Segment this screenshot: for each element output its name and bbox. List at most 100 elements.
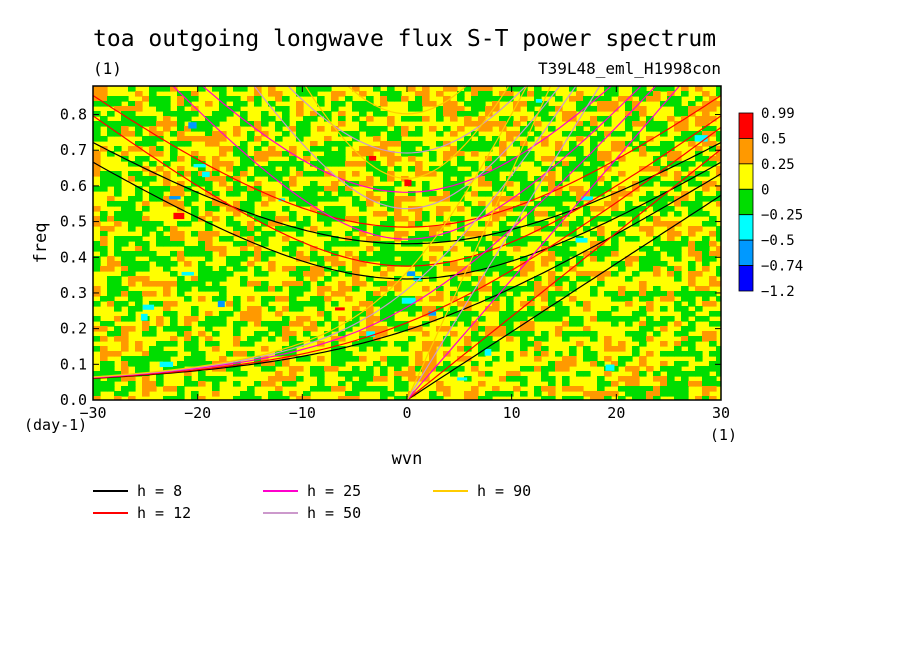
heatmap-cell <box>93 396 101 400</box>
heatmap-cell <box>163 241 171 247</box>
heatmap-cell <box>401 261 409 267</box>
heatmap-cell <box>233 171 241 177</box>
heatmap-cell <box>100 361 108 367</box>
heatmap-cell <box>555 201 563 207</box>
heatmap-cell <box>254 236 262 242</box>
heatmap-cell <box>646 166 654 172</box>
heatmap-cell <box>555 331 563 337</box>
heatmap-cell <box>716 361 721 367</box>
heatmap-cell <box>639 196 647 202</box>
heatmap-cell <box>422 181 430 187</box>
heatmap-cell <box>107 181 115 187</box>
heatmap-cell <box>380 141 388 147</box>
heatmap-cell <box>387 171 395 177</box>
heatmap-cell <box>289 336 297 342</box>
heatmap-cell <box>100 356 108 362</box>
heatmap-cell <box>128 256 136 262</box>
heatmap-cell <box>387 256 395 262</box>
heatmap-cell <box>296 356 304 362</box>
heatmap-cell <box>590 286 598 292</box>
heatmap-cell <box>464 336 472 342</box>
heatmap-cell <box>408 251 416 257</box>
heatmap-cell <box>261 381 269 387</box>
heatmap-cell <box>513 331 521 337</box>
heatmap-cell <box>198 241 206 247</box>
heatmap-cell <box>331 91 339 97</box>
heatmap-cell <box>254 271 262 277</box>
heatmap-cell <box>548 196 556 202</box>
heatmap-cell <box>548 381 556 387</box>
heatmap-cell <box>597 176 605 182</box>
heatmap-cell <box>359 126 367 132</box>
heatmap-cell <box>184 321 192 327</box>
heatmap-cell <box>548 296 556 302</box>
dispersion-curve-h90 <box>93 86 528 378</box>
heatmap-cell <box>177 156 185 162</box>
heatmap-cell <box>380 226 388 232</box>
heatmap-cell <box>541 166 549 172</box>
heatmap-cell <box>233 301 241 307</box>
heatmap-cell <box>366 101 374 107</box>
heatmap-cell <box>310 146 318 152</box>
heatmap-cell <box>646 336 654 342</box>
heatmap-cell <box>660 376 668 382</box>
heatmap-cell <box>709 256 717 262</box>
heatmap-cell <box>646 316 654 322</box>
heatmap-cell <box>590 391 598 397</box>
heatmap-cell <box>107 196 115 202</box>
heatmap-cell <box>597 131 605 137</box>
heatmap-cell <box>457 91 465 97</box>
heatmap-cell <box>646 296 654 302</box>
heatmap-cell <box>107 291 115 297</box>
heatmap-cell <box>156 86 164 92</box>
heatmap-cell <box>317 161 325 167</box>
heatmap-cell <box>478 266 486 272</box>
heatmap-cell <box>156 151 164 157</box>
heatmap-cell <box>128 131 136 137</box>
heatmap-cell <box>492 186 500 192</box>
heatmap-speck <box>428 311 437 316</box>
heatmap-cell <box>261 356 269 362</box>
heatmap-cell <box>373 296 381 302</box>
heatmap-cell <box>338 216 346 222</box>
heatmap-cell <box>499 181 507 187</box>
heatmap-cell <box>352 236 360 242</box>
heatmap-cell <box>478 371 486 377</box>
heatmap-cell <box>121 386 129 392</box>
heatmap-cell <box>121 331 129 337</box>
heatmap-cell <box>660 381 668 387</box>
heatmap-cell <box>198 166 206 172</box>
heatmap-cell <box>345 391 353 397</box>
heatmap-cell <box>226 271 234 277</box>
heatmap-cell <box>324 206 332 212</box>
heatmap-cell <box>366 306 374 312</box>
heatmap-cell <box>247 251 255 257</box>
heatmap-cell <box>415 91 423 97</box>
heatmap-cell <box>247 311 255 317</box>
heatmap-cell <box>282 106 290 112</box>
heatmap-cell <box>506 326 514 332</box>
heatmap-cell <box>338 101 346 107</box>
heatmap-cell <box>590 121 598 127</box>
heatmap-cell <box>345 191 353 197</box>
heatmap-cell <box>156 341 164 347</box>
heatmap-cell <box>562 221 570 227</box>
heatmap-cell <box>422 261 430 267</box>
heatmap-cell <box>100 336 108 342</box>
heatmap-cell <box>324 216 332 222</box>
heatmap-cell <box>457 156 465 162</box>
heatmap-cell <box>415 231 423 237</box>
heatmap-cell <box>163 281 171 287</box>
heatmap-cell <box>590 231 598 237</box>
legend-label-h12: h = 12 <box>137 504 191 522</box>
heatmap-speck <box>159 361 174 368</box>
heatmap-cell <box>261 201 269 207</box>
heatmap-cell <box>443 196 451 202</box>
heatmap-cell <box>716 251 721 257</box>
heatmap-cell <box>450 131 458 137</box>
heatmap-cell <box>233 191 241 197</box>
heatmap-cell <box>359 226 367 232</box>
heatmap-cell <box>695 256 703 262</box>
heatmap-cell <box>688 141 696 147</box>
heatmap-cell <box>436 291 444 297</box>
